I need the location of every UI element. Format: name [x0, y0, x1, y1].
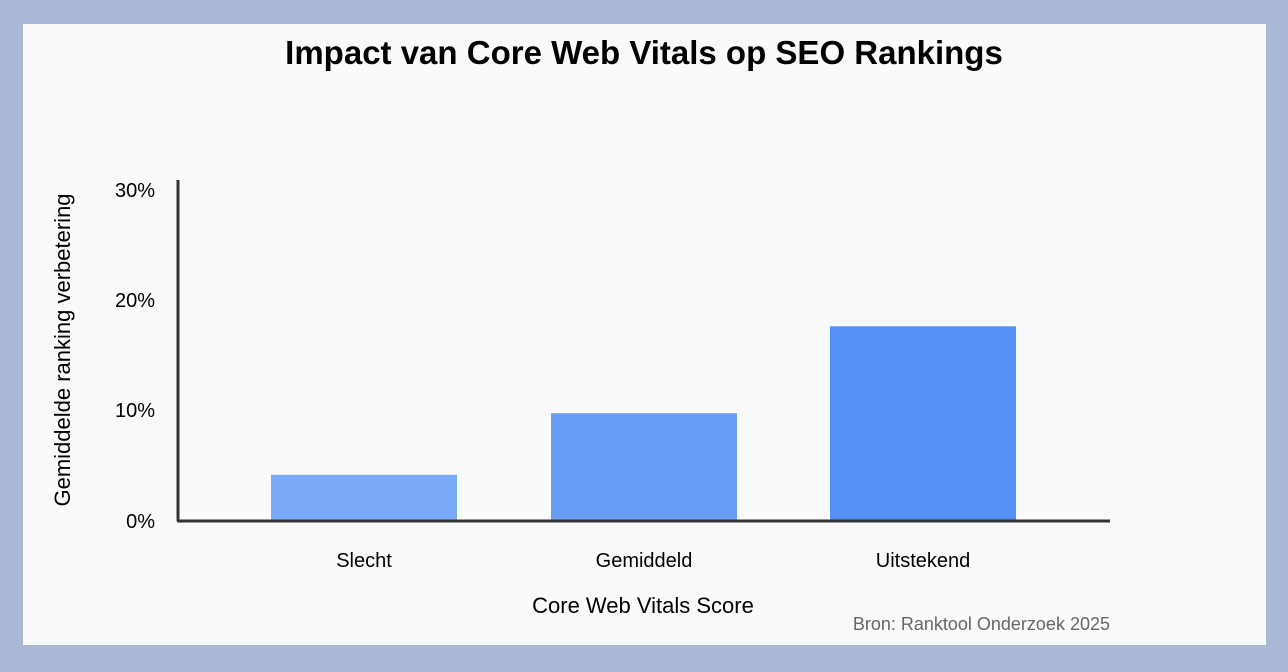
- x-tick-labels: Slecht Gemiddeld Uitstekend: [336, 550, 970, 572]
- y-axis-label: Gemiddelde ranking verbetering: [50, 193, 75, 506]
- bar-uitstekend: [830, 326, 1016, 521]
- source-note: Bron: Ranktool Onderzoek 2025: [852, 614, 1110, 634]
- chart-title: Impact van Core Web Vitals op SEO Rankin…: [285, 34, 1003, 71]
- bar-slecht: [271, 474, 457, 521]
- y-tick-label: 30%: [115, 180, 155, 202]
- x-tick-label: Slecht: [336, 550, 392, 572]
- chart-card: [23, 24, 1266, 645]
- bars: [271, 326, 1016, 521]
- y-tick-labels: 0% 10% 20% 30%: [115, 180, 155, 533]
- y-tick-label: 20%: [115, 290, 155, 312]
- x-axis-label: Core Web Vitals Score: [532, 593, 754, 618]
- y-tick-label: 0%: [126, 511, 155, 533]
- x-tick-label: Uitstekend: [876, 550, 971, 572]
- y-tick-label: 10%: [115, 400, 155, 422]
- x-tick-label: Gemiddeld: [596, 550, 693, 572]
- bar-gemiddeld: [551, 413, 737, 521]
